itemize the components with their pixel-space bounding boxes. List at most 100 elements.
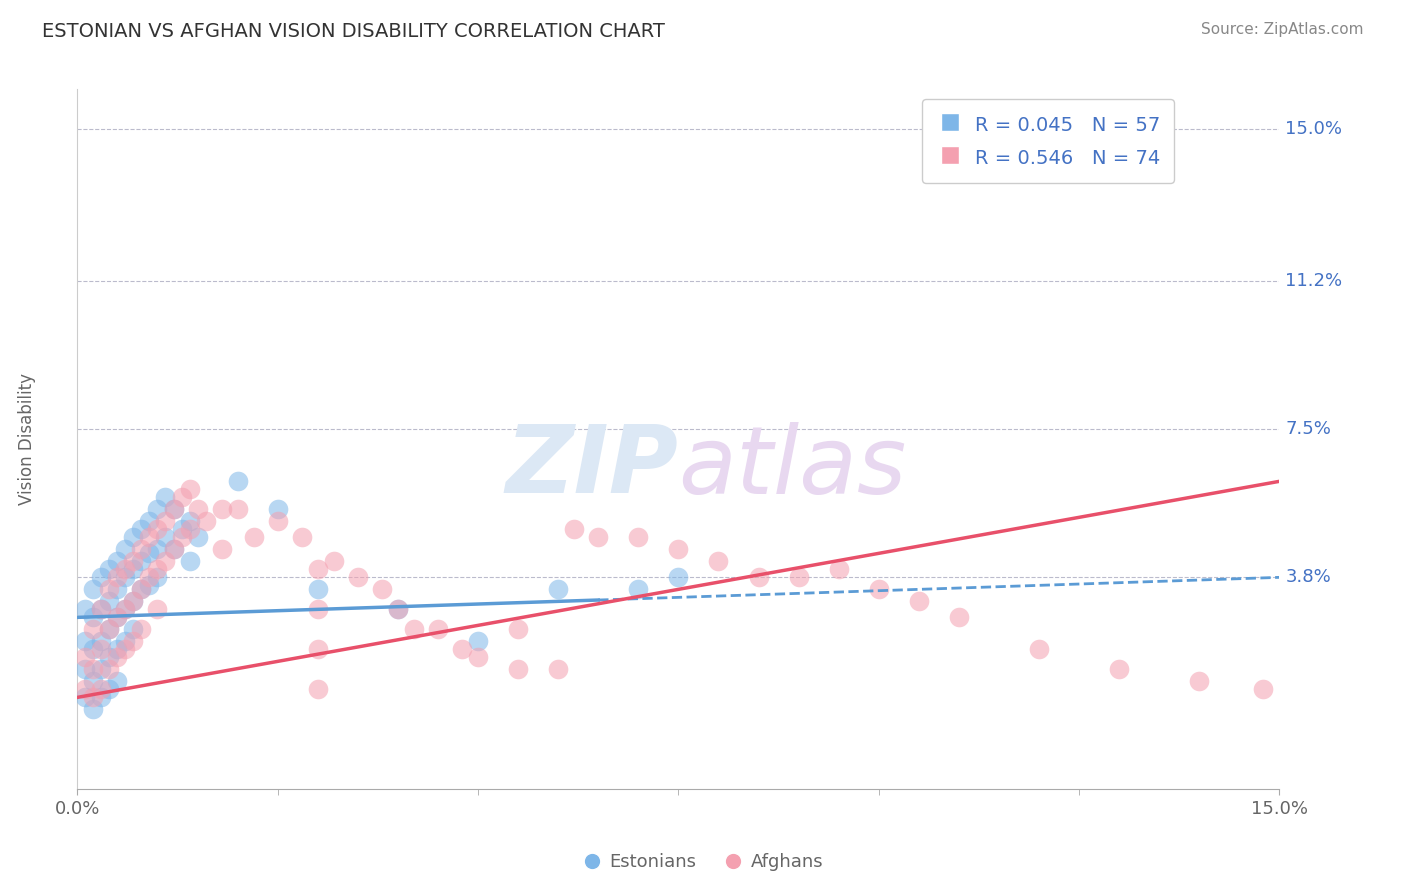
Point — [98, 662, 121, 676]
Point — [155, 554, 177, 568]
Point — [1253, 682, 1275, 697]
Point — [162, 542, 184, 557]
Point — [155, 491, 177, 505]
Point — [90, 662, 112, 676]
Point — [627, 582, 650, 597]
Point — [508, 623, 530, 637]
Point — [138, 546, 160, 560]
Point — [107, 674, 129, 689]
Point — [226, 502, 249, 516]
Point — [107, 582, 129, 597]
Point — [146, 562, 169, 576]
Point — [402, 623, 425, 637]
Point — [267, 502, 290, 516]
Point — [170, 491, 193, 505]
Point — [668, 570, 690, 584]
Point — [242, 530, 264, 544]
Point — [170, 522, 193, 536]
Point — [82, 674, 104, 689]
Point — [75, 634, 97, 648]
Point — [562, 522, 585, 536]
Point — [107, 570, 129, 584]
Text: atlas: atlas — [679, 422, 907, 513]
Point — [131, 554, 153, 568]
Point — [114, 642, 136, 657]
Point — [322, 554, 344, 568]
Point — [90, 642, 112, 657]
Point — [131, 582, 153, 597]
Point — [82, 582, 104, 597]
Point — [82, 623, 104, 637]
Point — [707, 554, 730, 568]
Point — [547, 582, 569, 597]
Point — [179, 483, 201, 497]
Point — [131, 522, 153, 536]
Point — [162, 502, 184, 516]
Point — [387, 602, 409, 616]
Point — [828, 562, 851, 576]
Point — [82, 690, 104, 705]
Point — [179, 554, 201, 568]
Point — [107, 642, 129, 657]
Point — [107, 554, 129, 568]
Point — [90, 690, 112, 705]
Point — [138, 578, 160, 592]
Point — [107, 610, 129, 624]
Point — [868, 582, 890, 597]
Point — [162, 502, 184, 516]
Point — [146, 570, 169, 584]
Point — [131, 582, 153, 597]
Point — [114, 562, 136, 576]
Point — [307, 562, 329, 576]
Text: 15.0%: 15.0% — [1285, 120, 1343, 138]
Point — [114, 542, 136, 557]
Point — [627, 530, 650, 544]
Point — [668, 542, 690, 557]
Point — [131, 623, 153, 637]
Point — [122, 594, 145, 608]
Point — [162, 542, 184, 557]
Legend: Estonians, Afghans: Estonians, Afghans — [575, 847, 831, 879]
Text: 11.2%: 11.2% — [1285, 272, 1343, 290]
Point — [307, 602, 329, 616]
Point — [467, 634, 489, 648]
Point — [1028, 642, 1050, 657]
Point — [194, 514, 217, 528]
Point — [547, 662, 569, 676]
Point — [1108, 662, 1130, 676]
Point — [588, 530, 610, 544]
Point — [155, 514, 177, 528]
Point — [75, 662, 97, 676]
Point — [122, 594, 145, 608]
Point — [90, 634, 112, 648]
Point — [75, 682, 97, 697]
Point — [75, 602, 97, 616]
Point — [107, 610, 129, 624]
Point — [138, 570, 160, 584]
Point — [451, 642, 474, 657]
Point — [90, 602, 112, 616]
Point — [155, 530, 177, 544]
Point — [787, 570, 810, 584]
Text: Vision Disability: Vision Disability — [18, 374, 35, 505]
Point — [114, 570, 136, 584]
Point — [186, 530, 209, 544]
Point — [226, 475, 249, 489]
Point — [307, 582, 329, 597]
Point — [908, 594, 931, 608]
Point — [75, 650, 97, 665]
Point — [267, 514, 290, 528]
Point — [307, 642, 329, 657]
Point — [82, 610, 104, 624]
Point — [179, 514, 201, 528]
Point — [114, 602, 136, 616]
Point — [98, 682, 121, 697]
Point — [98, 650, 121, 665]
Point — [98, 582, 121, 597]
Point — [138, 514, 160, 528]
Point — [948, 610, 970, 624]
Point — [146, 502, 169, 516]
Point — [146, 542, 169, 557]
Point — [107, 650, 129, 665]
Point — [114, 634, 136, 648]
